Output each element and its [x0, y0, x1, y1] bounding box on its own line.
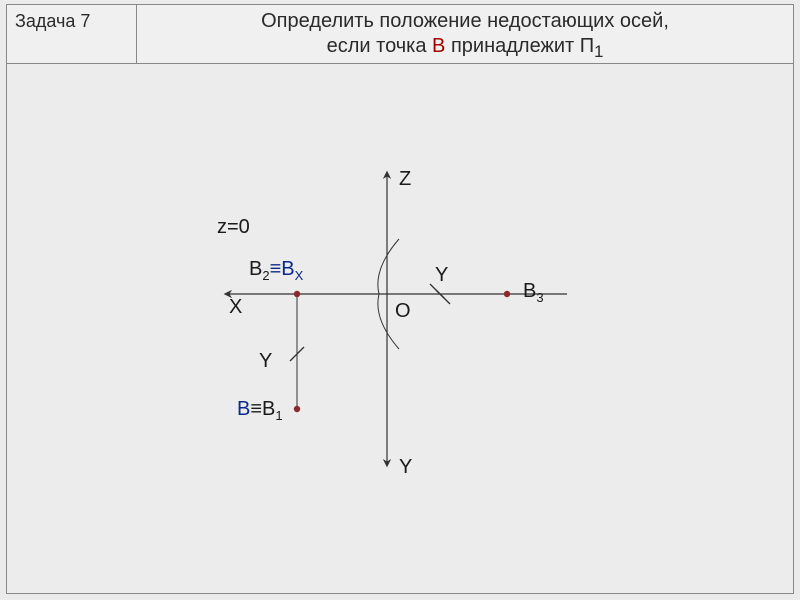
label-O: O	[395, 300, 411, 323]
title-line2-pre: если точка	[327, 35, 432, 57]
title-line2-sub: 1	[594, 42, 603, 61]
b3-pre: B	[523, 280, 536, 302]
b2-pre: B	[249, 258, 262, 280]
label-Y-horiz: Y	[435, 264, 448, 287]
task-label: Задача 7	[7, 5, 137, 63]
label-B3: B3	[523, 280, 544, 305]
b2-post: B	[281, 258, 294, 280]
label-Y-left: Y	[259, 350, 272, 373]
title-line2-hl: В	[432, 35, 445, 57]
diagram-svg	[7, 64, 795, 594]
label-B2: B2≡BX	[249, 258, 303, 283]
label-Z: Z	[399, 168, 411, 191]
label-X: X	[229, 296, 242, 319]
label-Y-vert: Y	[399, 456, 412, 479]
label-B1: B≡B1	[237, 398, 283, 423]
b3-sub: 3	[536, 290, 543, 305]
b2-postsub: X	[295, 268, 304, 283]
title-line2-post: принадлежит П	[445, 35, 594, 57]
b2-eq: ≡	[270, 258, 282, 280]
title-line1: Определить положение недостающих осей,	[261, 10, 669, 32]
diagram-canvas: z=0 Z X O Y Y Y B2≡BX B≡B1 B3	[6, 64, 794, 594]
b1-post: B	[262, 398, 275, 420]
b1-pre: B	[237, 398, 250, 420]
label-z0: z=0	[217, 216, 250, 239]
header: Задача 7 Определить положение недостающи…	[6, 4, 794, 64]
task-title: Определить положение недостающих осей, е…	[137, 5, 793, 63]
b1-eq: ≡	[250, 398, 262, 420]
b2-sub: 2	[262, 268, 269, 283]
b1-postsub: 1	[275, 408, 282, 423]
